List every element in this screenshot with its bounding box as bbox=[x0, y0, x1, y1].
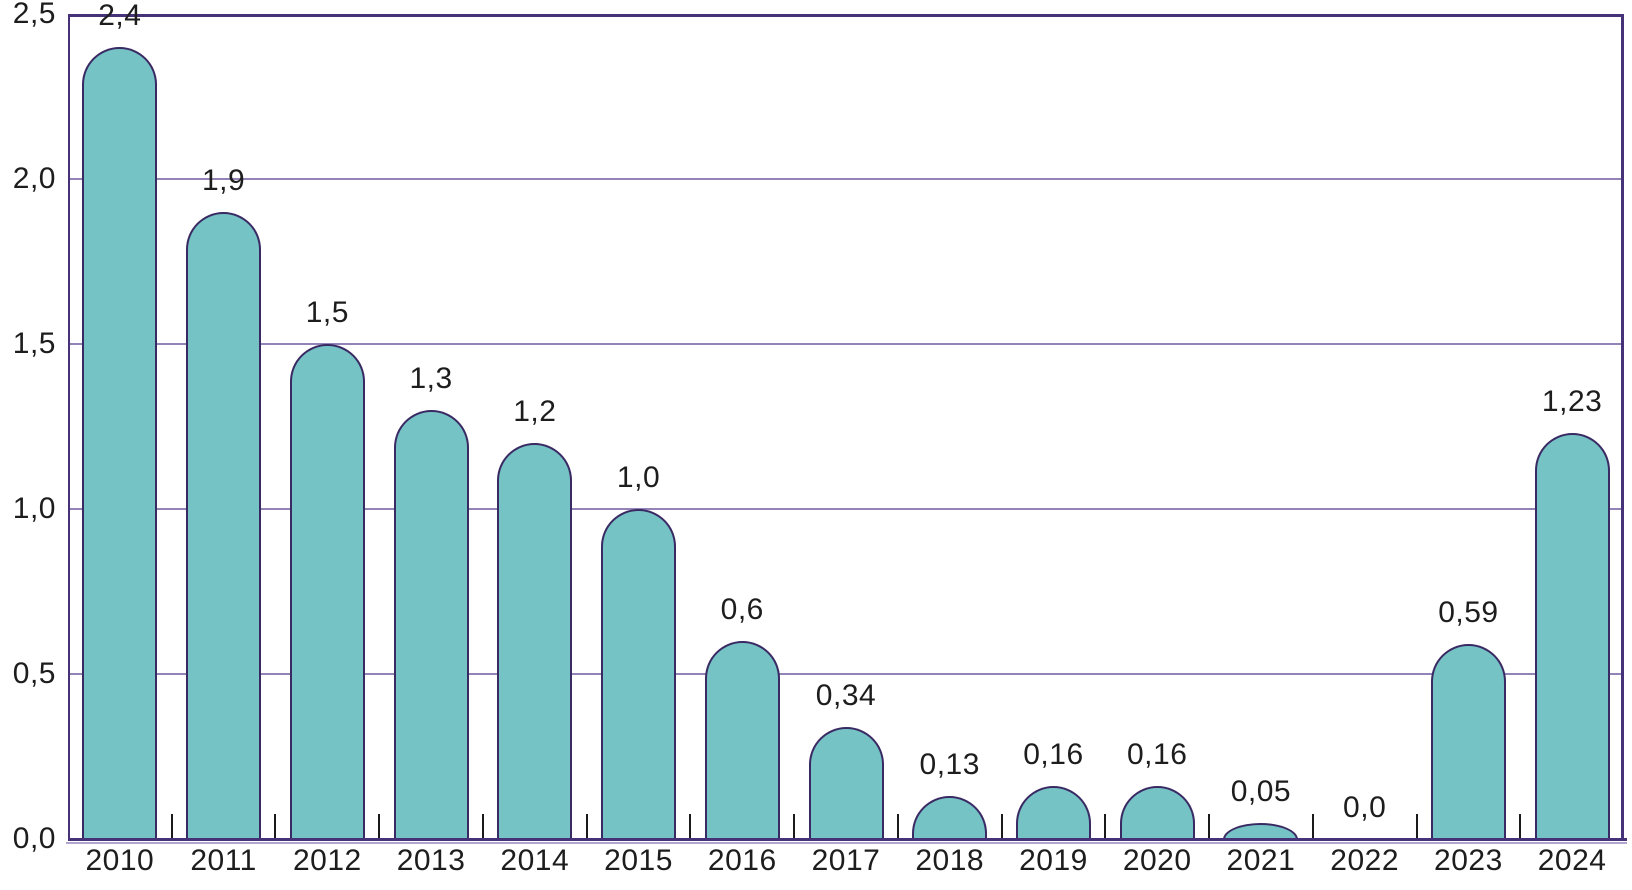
value-label: 1,9 bbox=[201, 164, 246, 197]
x-tick bbox=[1311, 814, 1314, 838]
value-label: 0,6 bbox=[720, 593, 764, 626]
y-axis-label: 1,5 bbox=[12, 327, 56, 360]
x-axis-label: 2015 bbox=[604, 844, 673, 877]
value-label: 0,34 bbox=[815, 678, 877, 712]
bar-2012 bbox=[289, 344, 365, 841]
y-axis-label: 2,0 bbox=[12, 162, 56, 195]
x-axis-label: 2018 bbox=[915, 844, 985, 877]
bar-2024 bbox=[1534, 433, 1610, 841]
x-axis-label: 2020 bbox=[1122, 844, 1192, 877]
gridline bbox=[68, 178, 1624, 180]
x-axis-label: 2024 bbox=[1537, 844, 1607, 877]
value-label: 1,23 bbox=[1541, 385, 1603, 419]
value-label: 0,59 bbox=[1438, 596, 1499, 630]
x-axis-label: 2017 bbox=[811, 844, 881, 877]
x-tick bbox=[170, 814, 173, 838]
x-axis-label: 2010 bbox=[85, 844, 155, 877]
x-axis-label: 2022 bbox=[1330, 844, 1400, 877]
x-tick bbox=[481, 814, 484, 838]
bar-2016 bbox=[704, 641, 780, 841]
x-tick bbox=[378, 814, 381, 838]
x-axis-label: 2012 bbox=[292, 844, 362, 877]
x-tick bbox=[1415, 814, 1418, 838]
y-axis-label: 2,5 bbox=[12, 0, 56, 30]
x-axis-label: 2023 bbox=[1434, 844, 1503, 877]
y-axis-label: 1,0 bbox=[12, 492, 56, 525]
x-axis-label: 2014 bbox=[500, 844, 570, 877]
bar-2020 bbox=[1119, 786, 1195, 841]
value-label: 0,0 bbox=[1343, 791, 1387, 824]
gridline bbox=[68, 508, 1624, 510]
x-axis-label: 2021 bbox=[1226, 844, 1296, 877]
value-label: 0,16 bbox=[1126, 738, 1188, 772]
x-tick bbox=[1519, 814, 1522, 838]
y-axis-label: 0,0 bbox=[12, 822, 56, 855]
bar-2010 bbox=[82, 47, 158, 841]
x-axis-label: 2019 bbox=[1019, 844, 1088, 877]
x-tick bbox=[1104, 814, 1107, 838]
x-tick bbox=[274, 814, 277, 838]
value-label: 0,05 bbox=[1230, 774, 1292, 808]
value-label: 0,13 bbox=[919, 748, 980, 782]
x-axis-line bbox=[68, 838, 1627, 841]
x-tick bbox=[896, 814, 899, 838]
value-label: 0,16 bbox=[1023, 738, 1084, 772]
value-label: 1,3 bbox=[409, 362, 453, 395]
value-label: 1,5 bbox=[305, 296, 349, 329]
x-tick bbox=[1208, 814, 1211, 838]
x-tick bbox=[585, 814, 588, 838]
x-tick bbox=[689, 814, 692, 838]
x-axis-label: 2013 bbox=[396, 844, 466, 877]
bar-2014 bbox=[497, 443, 573, 841]
axis-underline bbox=[66, 842, 1627, 844]
y-axis-label: 0,5 bbox=[12, 657, 56, 690]
bar-2015 bbox=[601, 509, 677, 841]
bar-2017 bbox=[808, 726, 884, 841]
value-label: 1,0 bbox=[616, 461, 661, 494]
bar-2011 bbox=[186, 212, 262, 841]
value-label: 1,2 bbox=[513, 395, 557, 428]
gridline bbox=[68, 673, 1624, 675]
bar-2013 bbox=[393, 410, 469, 841]
bar-2023 bbox=[1430, 644, 1506, 841]
x-axis-label: 2016 bbox=[707, 844, 777, 877]
gridline bbox=[68, 343, 1624, 345]
x-axis-label: 2011 bbox=[190, 844, 257, 877]
value-label: 2,4 bbox=[98, 0, 142, 32]
x-tick bbox=[793, 814, 796, 838]
plot-frame bbox=[68, 14, 1624, 839]
x-tick bbox=[1000, 814, 1003, 838]
